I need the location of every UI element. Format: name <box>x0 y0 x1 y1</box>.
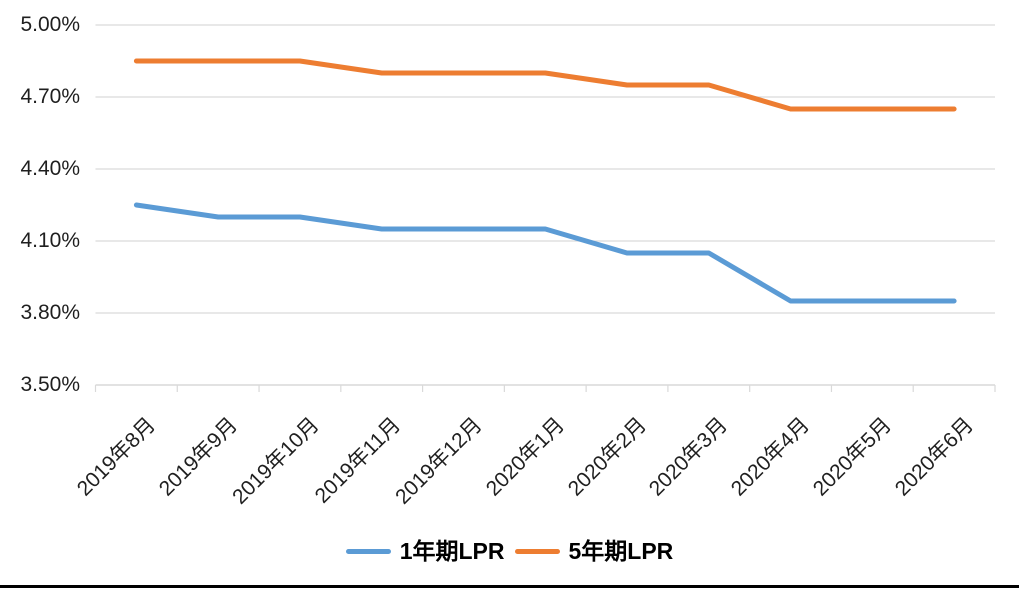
legend-item-1y-lpr: 1年期LPR <box>345 537 505 565</box>
legend-label-5y-lpr: 5年期LPR <box>568 538 674 564</box>
legend-line-swatch-blue <box>345 548 391 554</box>
y-axis-label: 5.00% <box>20 13 80 36</box>
series-line-1y-lpr <box>133 202 957 304</box>
legend-line-swatch-orange <box>514 548 560 554</box>
y-axis-label: 4.10% <box>20 229 80 252</box>
legend-item-5y-lpr: 5年期LPR <box>514 537 674 565</box>
y-axis-label: 4.70% <box>20 85 80 108</box>
y-axis-label: 3.80% <box>20 301 80 324</box>
y-axis-label: 4.40% <box>20 157 80 180</box>
y-axis-label: 3.50% <box>20 373 80 396</box>
bottom-border-line <box>0 585 1019 588</box>
legend-label-1y-lpr: 1年期LPR <box>399 538 505 564</box>
chart-legend: 1年期LPR 5年期LPR <box>0 537 1019 565</box>
series-line-5y-lpr <box>133 58 957 112</box>
